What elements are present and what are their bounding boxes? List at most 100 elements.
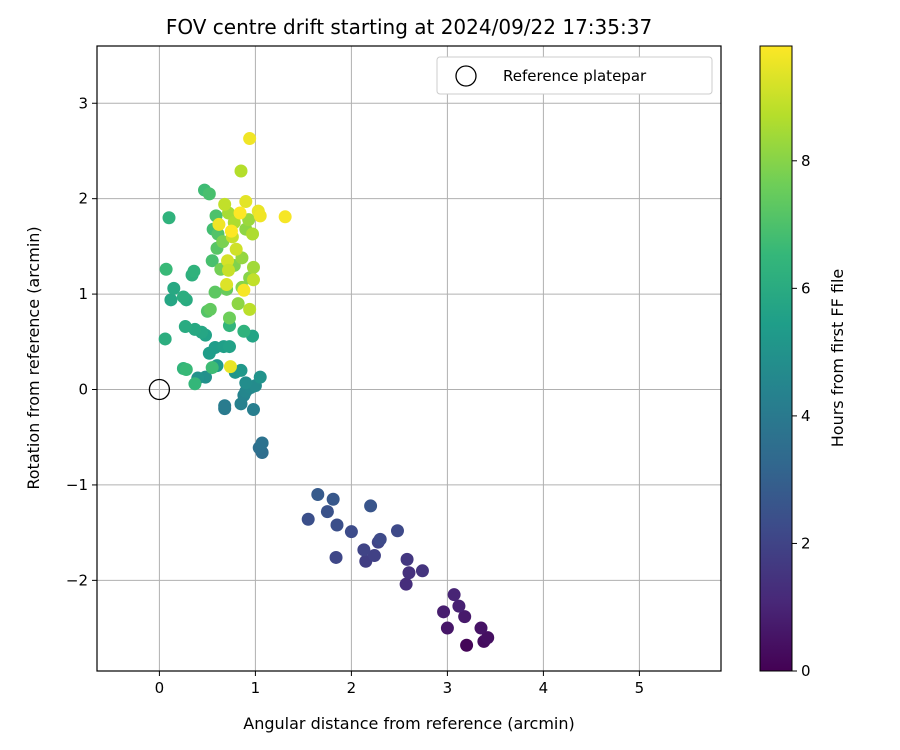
legend-box [436, 56, 713, 95]
data-point [460, 638, 474, 652]
data-point [243, 132, 257, 146]
legend-reference-label: Reference platepar [503, 67, 647, 85]
data-point [216, 235, 230, 249]
chart-title: FOV centre drift starting at 2024/09/22 … [166, 15, 652, 39]
data-point [167, 281, 181, 295]
legend-reference-marker [455, 65, 477, 87]
data-point [255, 436, 269, 450]
colorbar-tick-label: 6 [801, 279, 811, 297]
plot-frame [96, 45, 722, 672]
x-tick-label: 5 [635, 679, 645, 697]
data-point [229, 242, 243, 256]
data-point [222, 263, 236, 277]
y-tick-label: −2 [66, 571, 88, 589]
reference-platepar-marker [148, 378, 171, 401]
legend: Reference platepar [436, 56, 713, 95]
data-point [233, 206, 247, 220]
y-axis-ticks: −2 −1 0 1 2 3 [66, 94, 97, 589]
data-point [390, 524, 404, 538]
data-point [400, 552, 414, 566]
data-point [311, 487, 325, 501]
colorbar-tick-label: 0 [801, 662, 811, 680]
x-tick-label: 2 [347, 679, 357, 697]
data-point [202, 187, 216, 201]
x-tick-label: 3 [443, 679, 453, 697]
data-point [458, 610, 472, 624]
data-point [452, 599, 466, 613]
data-point [330, 518, 344, 532]
data-point [231, 297, 245, 311]
x-tick-label: 0 [155, 679, 165, 697]
y-axis-label: Rotation from reference (arcmin) [24, 226, 43, 489]
data-point [205, 254, 219, 268]
colorbar-label: Hours from first FF file [828, 269, 847, 448]
colorbar-tick-label: 4 [801, 407, 811, 425]
data-point [246, 227, 260, 241]
data-point [237, 283, 251, 297]
x-tick-label: 1 [251, 679, 261, 697]
data-point [253, 370, 267, 384]
data-point [373, 532, 387, 546]
data-point [188, 377, 202, 391]
data-point [278, 210, 292, 224]
y-tick-label: −1 [66, 476, 88, 494]
data-point [224, 224, 238, 238]
y-tick-label: 0 [78, 381, 88, 399]
data-point [301, 512, 315, 526]
data-point [326, 492, 340, 506]
data-point [203, 302, 217, 316]
y-tick-label: 2 [78, 190, 88, 208]
colorbar-ticks: 0 2 4 6 8 [792, 152, 811, 680]
data-point [223, 360, 237, 374]
data-point [329, 550, 343, 564]
data-point [481, 631, 495, 645]
data-point [178, 320, 192, 334]
data-point [176, 290, 190, 304]
data-point [164, 293, 178, 307]
x-axis-ticks: 0 1 2 3 4 5 [155, 671, 645, 697]
data-point [234, 363, 248, 377]
data-points [148, 132, 495, 652]
data-point [243, 302, 257, 316]
data-point [237, 324, 251, 338]
data-point [320, 505, 334, 519]
data-point [208, 285, 222, 299]
data-point [179, 362, 193, 376]
y-tick-label: 1 [78, 285, 88, 303]
data-point [222, 340, 236, 354]
data-point [158, 332, 172, 346]
x-tick-label: 4 [539, 679, 549, 697]
data-point [220, 278, 234, 292]
data-point [239, 376, 253, 390]
x-axis-label: Angular distance from reference (arcmin) [243, 714, 574, 733]
y-tick-label: 3 [78, 94, 88, 112]
data-point [344, 525, 358, 539]
data-point [415, 564, 429, 578]
data-point [440, 621, 454, 635]
data-point [218, 399, 232, 413]
data-point [402, 566, 416, 580]
data-point [218, 197, 232, 211]
data-point [205, 361, 219, 375]
data-point [253, 209, 267, 223]
data-point [364, 499, 378, 513]
data-point [357, 543, 371, 557]
data-point [159, 262, 173, 276]
data-point [367, 549, 381, 563]
colorbar-tick-label: 8 [801, 152, 811, 170]
colorbar-tick-label: 2 [801, 534, 811, 552]
data-point [474, 621, 488, 635]
grid [97, 46, 721, 671]
colorbar: 0 2 4 6 8 Hours from first FF file [759, 45, 847, 680]
data-point [447, 588, 461, 602]
data-point [212, 217, 226, 231]
data-point [246, 403, 260, 417]
data-point [221, 254, 235, 268]
data-point [437, 605, 451, 619]
data-point [239, 195, 253, 209]
colorbar-gradient [759, 45, 793, 672]
data-point [246, 260, 260, 274]
data-point [162, 211, 176, 225]
data-point [246, 273, 260, 287]
